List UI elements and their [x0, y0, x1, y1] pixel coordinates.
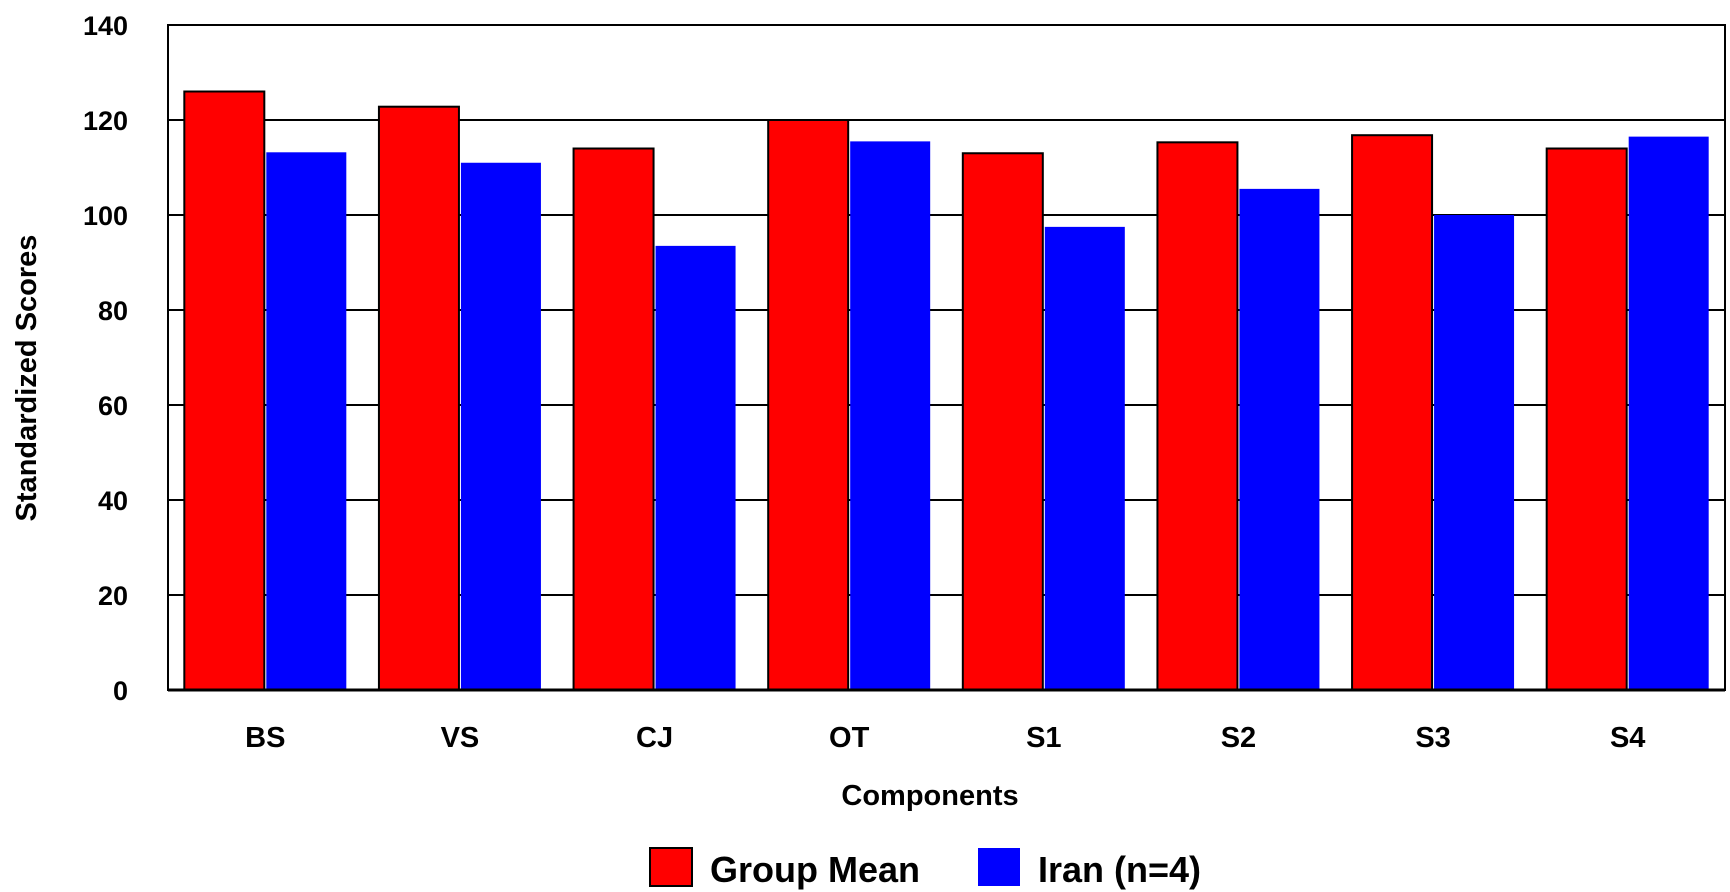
bar-group-mean	[1545, 147, 1628, 691]
bar-group-mean	[377, 105, 460, 691]
bars	[183, 90, 1709, 691]
bar-group-mean	[767, 119, 850, 691]
bar-group-mean	[961, 152, 1044, 691]
y-tick-label: 0	[113, 676, 128, 706]
legend-label: Group Mean	[710, 849, 920, 890]
bar-group-mean	[1156, 141, 1239, 691]
bar-iran	[1044, 226, 1125, 690]
x-tick-label: OT	[829, 722, 870, 754]
bar-iran	[1239, 188, 1320, 690]
bar-iran	[266, 152, 347, 691]
bar-group-mean	[1351, 134, 1434, 691]
x-tick-label: CJ	[636, 722, 673, 754]
bar-iran	[1628, 136, 1709, 690]
bar-iran	[1434, 215, 1515, 690]
x-tick-label: S1	[1026, 722, 1061, 754]
x-tick-label: S2	[1221, 722, 1256, 754]
y-tick-label: 60	[98, 391, 128, 421]
x-tick-label: S4	[1610, 722, 1645, 754]
x-tick-label: S3	[1415, 722, 1450, 754]
bar-iran	[460, 162, 541, 690]
y-tick-label: 120	[83, 106, 128, 136]
y-tick-label: 80	[98, 296, 128, 326]
bar-group-mean	[183, 90, 266, 691]
bar-iran	[850, 141, 931, 690]
x-axis-label: Components	[841, 780, 1018, 812]
bar-iran	[655, 245, 736, 690]
y-tick-label: 100	[83, 201, 128, 231]
bar-group-mean	[572, 147, 655, 691]
y-tick-label: 40	[98, 486, 128, 516]
y-tick-labels: 0 20 40 60 80 100 120 140	[83, 11, 128, 706]
x-tick-label: BS	[245, 722, 285, 754]
legend-swatch	[649, 847, 693, 887]
y-tick-label: 140	[83, 11, 128, 41]
legend: Group Mean Iran (n=4)	[649, 847, 1201, 890]
x-tick-labels: BS VS CJ OT S1 S2 S3 S4	[245, 722, 1645, 754]
y-axis-label: Standardized Scores	[11, 235, 43, 522]
legend-swatch	[978, 848, 1020, 886]
x-tick-label: VS	[441, 722, 480, 754]
legend-label: Iran (n=4)	[1038, 849, 1201, 890]
y-tick-label: 20	[98, 581, 128, 611]
